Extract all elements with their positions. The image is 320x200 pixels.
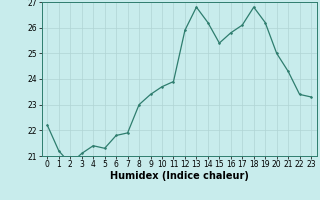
X-axis label: Humidex (Indice chaleur): Humidex (Indice chaleur) (110, 171, 249, 181)
